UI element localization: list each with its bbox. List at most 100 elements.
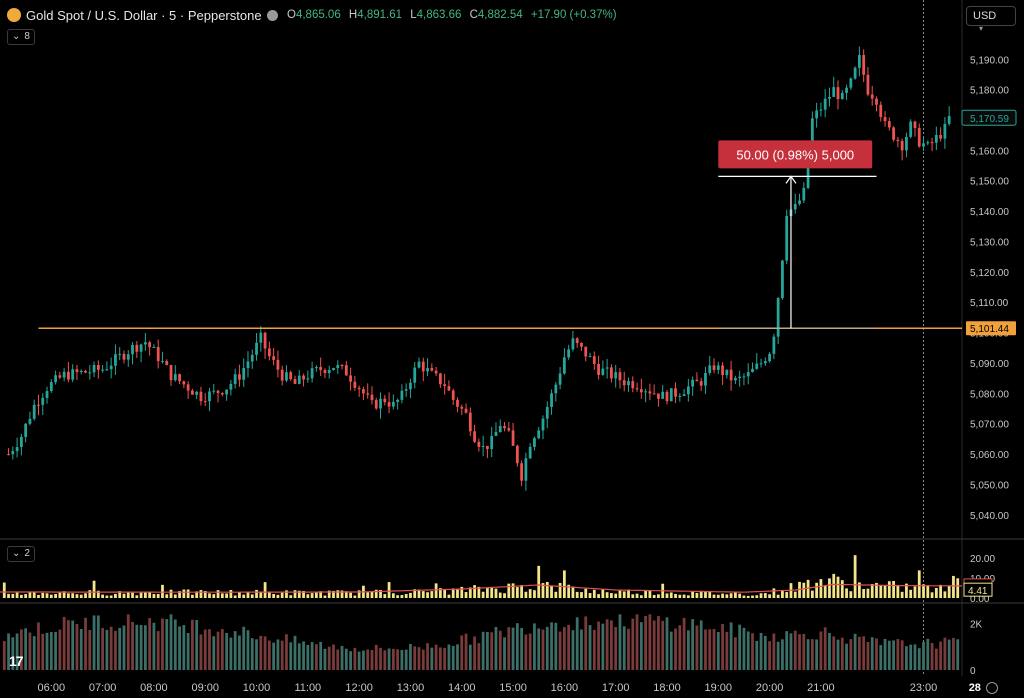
candle [934, 135, 938, 143]
currency-select[interactable]: USD ▾ [966, 6, 1016, 33]
volume-bar [515, 587, 519, 598]
volume-pane-collapse-button[interactable]: ⌄ 2 [7, 546, 35, 562]
time-tick-label: 07:00 [89, 682, 117, 694]
buy-sell-volume-bar [631, 618, 635, 670]
buy-sell-volume-bar [751, 633, 754, 670]
candle [802, 187, 806, 201]
volume-bar [716, 594, 720, 598]
buy-sell-volume-bar [691, 619, 695, 670]
close-value: 4,882.54 [477, 9, 523, 21]
buy-sell-volume-bar [135, 624, 139, 670]
buy-sell-volume-bar [460, 635, 464, 670]
volume-bar [7, 593, 10, 598]
buy-sell-volume-bar [738, 624, 742, 670]
time-tick-label: 20:00 [756, 682, 784, 694]
volume-bar [652, 594, 656, 598]
candle [879, 104, 883, 118]
symbol-title[interactable]: Gold Spot / U.S. Dollar · 5 · Pepperston… [26, 8, 262, 23]
volume-bar [28, 591, 32, 598]
candle [883, 117, 887, 122]
candle [28, 418, 32, 424]
buy-sell-volume-bar [267, 640, 271, 670]
buy-sell-volume-bar [75, 624, 79, 670]
candle [494, 431, 498, 436]
buy-sell-volume-bar [250, 638, 254, 670]
buy-sell-volume-bar [156, 631, 160, 670]
volume-bar [126, 591, 130, 598]
buy-sell-volume-bar [943, 637, 947, 670]
candle [191, 390, 194, 395]
candle [725, 369, 729, 376]
price-tick-label: 5,140.00 [970, 207, 1009, 218]
buy-sell-volume-bar [674, 628, 677, 670]
candle [763, 361, 767, 364]
volume-bar [691, 591, 695, 598]
time-tick-label: 14:00 [448, 682, 476, 694]
candle [691, 379, 695, 387]
buy-sell-volume-bar [498, 630, 502, 670]
candle [554, 384, 558, 394]
buy-sell-volume-bar [900, 640, 904, 670]
buy-sell-volume-bar [45, 632, 49, 670]
buy-sell-volume-bar [507, 627, 511, 670]
market-status-icon[interactable] [267, 10, 278, 21]
candle [246, 361, 250, 369]
price-tick-label: 5,090.00 [970, 359, 1009, 370]
candle [79, 370, 83, 373]
volume-bar [857, 582, 861, 598]
candle [161, 361, 164, 363]
buy-sell-volume-bar [810, 639, 814, 670]
candle [588, 356, 592, 358]
volume-bar [353, 595, 357, 598]
volume-bar [772, 588, 776, 598]
tradingview-logo-icon[interactable]: 17 [9, 653, 24, 669]
volume-bar [357, 590, 361, 598]
current-price-label: 5,170.59 [970, 114, 1009, 125]
volume-bar [678, 594, 682, 598]
candle [225, 389, 228, 395]
volume-bar [32, 591, 36, 598]
buy-sell-volume-bar [550, 622, 553, 670]
candle [836, 87, 840, 100]
candle [276, 359, 280, 370]
candle [913, 121, 917, 128]
volume-bar [49, 594, 53, 598]
candle [400, 390, 404, 400]
volume-bar [870, 584, 874, 598]
volume-bar [233, 595, 237, 598]
buy-sell-volume-bar [383, 650, 387, 670]
volume-bar [135, 595, 139, 598]
time-tick-label: 17:00 [602, 682, 630, 694]
buy-sell-volume-bar [285, 634, 288, 670]
main-pane-collapse-button[interactable]: ⌄ 8 [7, 29, 35, 45]
candle [575, 338, 579, 343]
volume-bar [11, 593, 15, 598]
candle [468, 412, 472, 432]
candle [62, 371, 66, 378]
volume-bar [592, 589, 596, 598]
volume-bar [246, 591, 250, 598]
candle [759, 363, 763, 365]
buy-sell-volume-bar [695, 625, 699, 670]
buy-sell-volume-bar [370, 650, 374, 670]
candle [272, 356, 276, 360]
volume-bar [866, 588, 870, 598]
candle [340, 365, 344, 367]
candle [849, 78, 853, 88]
volume-bar [704, 591, 707, 598]
candle [528, 446, 532, 459]
time-tick-label: 28 [969, 682, 981, 694]
candle [421, 361, 425, 372]
volume-bar [486, 587, 489, 598]
candle [105, 369, 109, 371]
candle [41, 397, 45, 405]
volume-bar [853, 555, 857, 598]
buy-sell-volume-bar [118, 627, 122, 670]
buy-sell-volume-bar [725, 631, 729, 670]
volume-bar [823, 585, 827, 598]
settings-icon[interactable] [986, 682, 998, 694]
candle [263, 332, 267, 349]
buy-sell-volume-bar [802, 633, 806, 670]
buy-sell-volume-bar [229, 637, 233, 670]
